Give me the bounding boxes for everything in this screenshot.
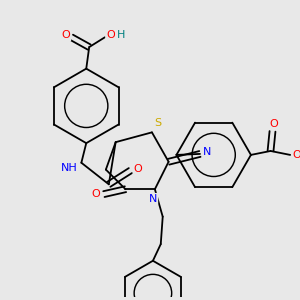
Text: O: O bbox=[106, 30, 115, 40]
Text: NH: NH bbox=[61, 163, 78, 172]
Text: N: N bbox=[149, 194, 157, 204]
Text: S: S bbox=[154, 118, 161, 128]
Text: O: O bbox=[61, 30, 70, 40]
Text: H: H bbox=[116, 30, 125, 40]
Text: O: O bbox=[269, 118, 278, 128]
Text: O: O bbox=[134, 164, 142, 174]
Text: N: N bbox=[202, 147, 211, 157]
Text: O: O bbox=[292, 150, 300, 160]
Text: O: O bbox=[92, 189, 100, 199]
